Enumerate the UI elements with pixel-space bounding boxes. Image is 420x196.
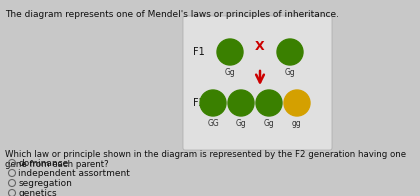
Circle shape	[284, 90, 310, 116]
Text: F2: F2	[193, 98, 205, 108]
Text: dominance: dominance	[18, 159, 69, 168]
Text: Gg: Gg	[264, 119, 274, 128]
Circle shape	[228, 90, 254, 116]
Circle shape	[217, 39, 243, 65]
Text: Gg: Gg	[225, 68, 235, 77]
Text: F1: F1	[193, 47, 205, 57]
FancyBboxPatch shape	[183, 16, 332, 150]
Text: X: X	[255, 40, 265, 53]
Circle shape	[277, 39, 303, 65]
Text: genetics: genetics	[18, 189, 57, 196]
Text: Which law or principle shown in the diagram is represented by the F2 generation : Which law or principle shown in the diag…	[5, 150, 406, 169]
Text: gg: gg	[292, 119, 302, 128]
Text: Gg: Gg	[236, 119, 247, 128]
Text: GG: GG	[207, 119, 219, 128]
Text: segregation: segregation	[18, 179, 72, 188]
Text: The diagram represents one of Mendel's laws or principles of inheritance.: The diagram represents one of Mendel's l…	[5, 10, 339, 19]
Circle shape	[256, 90, 282, 116]
Circle shape	[200, 90, 226, 116]
Text: Gg: Gg	[285, 68, 295, 77]
Text: independent assortment: independent assortment	[18, 169, 130, 178]
